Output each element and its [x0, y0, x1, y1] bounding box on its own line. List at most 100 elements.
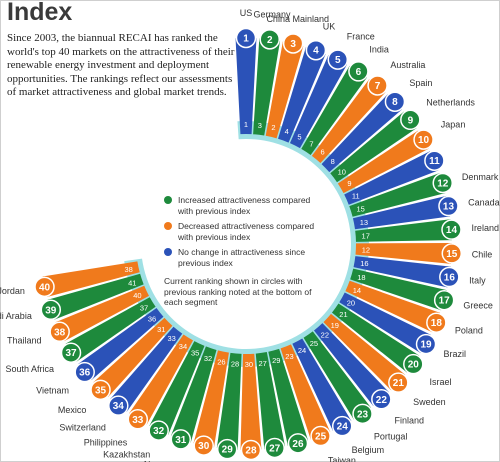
- segment-bar: [292, 338, 352, 431]
- previous-rank-label: 31: [157, 325, 165, 334]
- country-label: US: [240, 8, 253, 18]
- previous-rank-label: 6: [321, 148, 325, 157]
- segment-rank-36: 36 36: [74, 307, 164, 383]
- segment-bar: [280, 344, 331, 440]
- rank-circle: [310, 425, 331, 447]
- segment-bar: [47, 273, 144, 320]
- rank-circle: [240, 439, 262, 461]
- previous-rank-label: 3: [258, 121, 262, 130]
- previous-rank-label: 7: [309, 139, 313, 148]
- segment-bar: [339, 292, 431, 354]
- legend-swatch-no-change: [164, 248, 172, 256]
- segment-bar: [55, 285, 150, 342]
- segment-rank-32: 32 35: [148, 341, 205, 441]
- rank-circle: [108, 395, 129, 416]
- segment-bar: [235, 37, 257, 135]
- country-label: India: [369, 45, 389, 55]
- segment-bar: [344, 151, 439, 205]
- segment-rank-35: 35 31: [90, 317, 173, 401]
- country-label: Jordan: [0, 286, 25, 296]
- previous-rank-label: 16: [360, 259, 368, 268]
- segment-bar: [93, 317, 173, 398]
- segment-rank-34: 34 33: [108, 326, 183, 416]
- segment-bar: [321, 94, 402, 173]
- current-rank-label: 24: [337, 422, 349, 433]
- previous-rank-label: 38: [124, 265, 132, 274]
- rank-circle: [235, 27, 257, 49]
- segment-bar: [330, 111, 417, 183]
- previous-rank-label: 15: [356, 204, 364, 213]
- previous-rank-label: 37: [140, 303, 148, 312]
- country-label: South Africa: [5, 364, 54, 374]
- current-rank-label: 35: [95, 385, 107, 396]
- segment-bar: [253, 38, 281, 136]
- country-label: Israel: [430, 377, 452, 387]
- segment-bar: [352, 195, 451, 230]
- current-rank-label: 39: [45, 305, 57, 316]
- previous-rank-label: 28: [231, 360, 239, 369]
- current-rank-label: 2: [267, 35, 273, 46]
- previous-rank-label: 34: [179, 342, 187, 351]
- legend-item-decreased: Decreased attractiveness compared with p…: [164, 221, 324, 242]
- country-label: Brazil: [444, 349, 467, 359]
- legend-label-increased: Increased attractiveness compared with p…: [178, 195, 311, 216]
- country-label: Japan: [441, 119, 466, 129]
- rank-circle: [384, 91, 406, 112]
- segment-rank-30: 30 26: [193, 350, 229, 456]
- segment-bar: [42, 261, 140, 298]
- previous-rank-label: 12: [362, 245, 370, 254]
- rank-circle: [282, 33, 304, 54]
- current-rank-label: 28: [245, 445, 257, 456]
- segment-rank-31: 31 32: [170, 346, 217, 450]
- segment-rank-12: 12 15: [349, 172, 454, 217]
- segment-bar: [355, 219, 452, 242]
- segment-bar: [323, 313, 406, 391]
- country-label: China Mainland: [266, 14, 329, 24]
- segment-rank-14: 14 17: [355, 219, 462, 242]
- rank-circle: [193, 435, 214, 456]
- country-label: Saudi Arabia: [0, 311, 32, 321]
- current-rank-label: 34: [113, 401, 125, 412]
- country-label: Finland: [394, 415, 424, 425]
- rank-circle: [413, 129, 434, 150]
- current-rank-label: 10: [418, 135, 430, 146]
- rank-circle: [441, 243, 463, 264]
- rank-circle: [388, 372, 409, 393]
- current-rank-label: 32: [153, 426, 165, 437]
- legend-swatch-decreased: [164, 222, 172, 230]
- segment-rank-23: 23 25: [303, 331, 373, 425]
- segment-rank-33: 33 34: [127, 334, 194, 430]
- segment-rank-29: 29 28: [216, 352, 242, 460]
- previous-rank-label: 13: [360, 218, 368, 227]
- rank-circle: [367, 75, 388, 96]
- rank-circle: [259, 29, 280, 50]
- current-rank-label: 20: [408, 360, 420, 371]
- rank-circle: [403, 353, 424, 375]
- previous-rank-label: 24: [298, 346, 306, 355]
- current-rank-label: 5: [335, 55, 341, 66]
- country-label: Netherlands: [426, 98, 475, 108]
- country-label: Greece: [463, 301, 493, 311]
- segment-bar: [268, 348, 309, 446]
- country-label: Kazakhstan: [103, 450, 150, 460]
- legend-item-increased: Increased attractiveness compared with p…: [164, 195, 324, 216]
- segment-rank-39: 39 41: [40, 273, 144, 321]
- previous-rank-label: 23: [285, 352, 293, 361]
- legend: Increased attractiveness compared with p…: [164, 195, 324, 308]
- segment-rank-2: 23: [253, 29, 281, 136]
- rank-circle: [438, 195, 459, 217]
- rank-circle: [287, 433, 309, 454]
- country-label: Taiwan: [328, 456, 356, 462]
- country-label: Denmark: [462, 172, 499, 182]
- country-label: Belgium: [352, 445, 385, 455]
- rank-circle: [352, 403, 373, 425]
- segment-rank-4: 44: [278, 39, 327, 143]
- rank-circle: [305, 39, 327, 61]
- intro-text: Since 2003, the biannual RECAI has ranke…: [7, 32, 235, 99]
- rank-circle: [127, 409, 149, 430]
- segment-bar: [353, 256, 451, 288]
- country-label: Australia: [390, 60, 425, 70]
- previous-rank-label: 26: [217, 357, 225, 366]
